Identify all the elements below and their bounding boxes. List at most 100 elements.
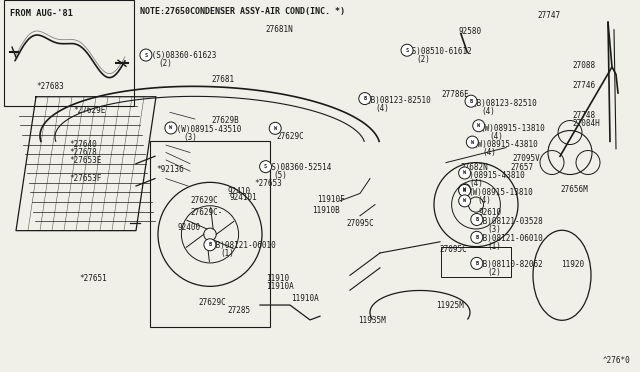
- Text: (4): (4): [470, 179, 484, 188]
- Text: 92410: 92410: [228, 187, 251, 196]
- Text: (B)08121-03528: (B)08121-03528: [479, 217, 543, 226]
- Text: W: W: [477, 123, 480, 128]
- Circle shape: [468, 197, 484, 212]
- Text: NOTE:27650CONDENSER ASSY-AIR COND(INC. *): NOTE:27650CONDENSER ASSY-AIR COND(INC. *…: [140, 7, 345, 16]
- Text: 27682N: 27682N: [461, 163, 488, 172]
- Text: *92136: *92136: [156, 165, 184, 174]
- Text: 11910A: 11910A: [266, 282, 294, 291]
- Text: *27683: *27683: [36, 82, 64, 91]
- Text: *(W)08915-43510: *(W)08915-43510: [173, 125, 242, 134]
- Text: W: W: [274, 126, 276, 131]
- Text: W: W: [463, 170, 466, 176]
- Text: S: S: [145, 52, 147, 58]
- Circle shape: [359, 93, 371, 105]
- Text: B: B: [364, 96, 366, 101]
- Text: *(S)08360-52514: *(S)08360-52514: [262, 163, 332, 172]
- Text: *27653E: *27653E: [69, 156, 102, 165]
- Circle shape: [471, 257, 483, 269]
- Text: (B)08110-82062: (B)08110-82062: [479, 260, 543, 269]
- Circle shape: [467, 136, 478, 148]
- Text: *(S)08360-61623: *(S)08360-61623: [147, 51, 216, 60]
- Circle shape: [459, 167, 470, 179]
- Bar: [4, 0, 134, 106]
- Text: W: W: [463, 187, 466, 192]
- Text: B: B: [476, 261, 478, 266]
- Text: 27656M: 27656M: [560, 185, 588, 194]
- Text: 27084H: 27084H: [573, 119, 600, 128]
- Text: (S)08510-61612: (S)08510-61612: [407, 47, 472, 56]
- Text: 27629C: 27629C: [198, 298, 226, 307]
- Bar: [150, 141, 270, 327]
- Text: *27653F: *27653F: [69, 174, 102, 183]
- Text: 27786E: 27786E: [442, 90, 469, 99]
- Text: 11910: 11910: [266, 274, 289, 283]
- Bar: [441, 247, 511, 277]
- Text: (B)08123-82510: (B)08123-82510: [366, 96, 431, 105]
- Text: 11910A: 11910A: [291, 294, 319, 303]
- Circle shape: [459, 185, 470, 196]
- Text: *27678: *27678: [69, 148, 97, 157]
- Text: 27629C-: 27629C-: [191, 208, 223, 217]
- Text: B: B: [476, 235, 478, 240]
- Text: (3): (3): [183, 133, 197, 142]
- Text: (3): (3): [488, 225, 502, 234]
- Text: 11910F: 11910F: [317, 195, 344, 203]
- Text: (2): (2): [417, 55, 431, 64]
- Text: 27629B: 27629B: [211, 116, 239, 125]
- Text: *27640: *27640: [69, 140, 97, 149]
- Text: (W)08915-43810: (W)08915-43810: [461, 171, 525, 180]
- Text: (5): (5): [273, 171, 287, 180]
- Text: B: B: [209, 242, 211, 247]
- Text: W: W: [170, 125, 172, 131]
- Circle shape: [401, 44, 413, 56]
- Text: 27681N: 27681N: [266, 25, 293, 34]
- Circle shape: [260, 161, 271, 173]
- Text: 924101: 924101: [229, 193, 257, 202]
- Circle shape: [471, 214, 483, 225]
- Text: S: S: [406, 48, 408, 53]
- Text: (4): (4): [375, 104, 389, 113]
- Text: (B)08121-06010: (B)08121-06010: [211, 241, 276, 250]
- Text: (W)08915-13810: (W)08915-13810: [468, 188, 533, 197]
- Text: FROM AUG-'81: FROM AUG-'81: [10, 9, 73, 18]
- Text: 27095V: 27095V: [512, 154, 540, 163]
- Text: 92610: 92610: [479, 208, 502, 217]
- Text: *27629E: *27629E: [74, 106, 106, 115]
- Circle shape: [204, 239, 216, 251]
- Text: B: B: [476, 217, 478, 222]
- Text: (1): (1): [488, 242, 502, 251]
- Text: 27285: 27285: [227, 306, 250, 315]
- Text: 11925M: 11925M: [436, 301, 464, 310]
- Text: (4): (4): [481, 107, 495, 116]
- Text: (B)08121-06010: (B)08121-06010: [479, 234, 543, 243]
- Circle shape: [459, 184, 470, 196]
- Text: 27088: 27088: [573, 61, 596, 70]
- Circle shape: [140, 49, 152, 61]
- Circle shape: [465, 95, 477, 107]
- Text: *27653: *27653: [255, 179, 282, 188]
- Text: 27746: 27746: [573, 81, 596, 90]
- Text: 27657: 27657: [511, 163, 534, 172]
- Text: W: W: [471, 140, 474, 145]
- Text: (W)08915-43810: (W)08915-43810: [474, 140, 538, 149]
- Text: 92400: 92400: [178, 223, 201, 232]
- Text: (2): (2): [159, 59, 173, 68]
- Text: (2): (2): [488, 268, 502, 277]
- Text: (B)08123-82510: (B)08123-82510: [472, 99, 537, 108]
- Text: (4): (4): [477, 196, 492, 205]
- Text: S: S: [264, 164, 267, 169]
- Text: (W)08915-13810: (W)08915-13810: [480, 124, 545, 133]
- Text: W: W: [463, 198, 466, 203]
- Circle shape: [165, 122, 177, 134]
- Text: 92580: 92580: [458, 27, 481, 36]
- Text: 27681: 27681: [211, 76, 234, 84]
- Text: 11910B: 11910B: [312, 206, 340, 215]
- Text: 27629C: 27629C: [191, 196, 218, 205]
- Circle shape: [459, 195, 470, 207]
- Circle shape: [473, 120, 484, 132]
- Text: 27095C: 27095C: [439, 246, 467, 254]
- Text: (4): (4): [489, 132, 503, 141]
- Circle shape: [471, 231, 483, 243]
- Text: *27651: *27651: [79, 274, 107, 283]
- Text: 27629C: 27629C: [276, 132, 304, 141]
